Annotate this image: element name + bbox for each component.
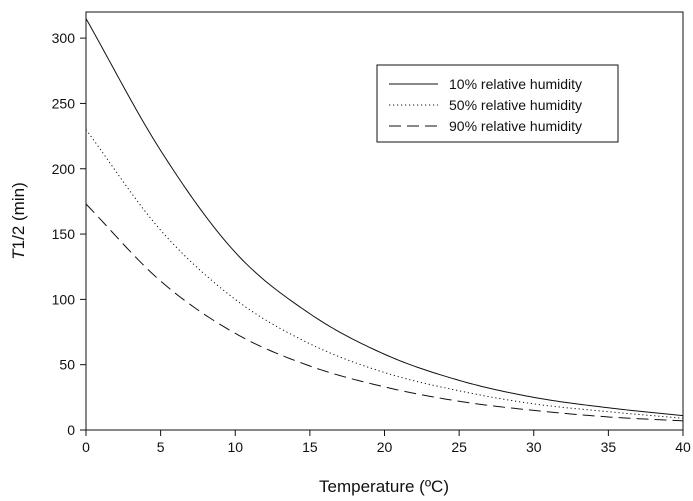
- series-lines: [85, 18, 684, 422]
- x-axis: 0 5 10 15 20 25 30 35 40: [82, 430, 691, 455]
- legend-label-2: 50% relative humidity: [449, 97, 582, 113]
- x-tick-label: 30: [526, 439, 542, 455]
- y-tick-label: 150: [52, 226, 76, 242]
- series-line-3: [85, 203, 684, 422]
- x-tick-label: 10: [227, 439, 243, 455]
- y-tick-label: 0: [67, 422, 75, 438]
- legend: 10% relative humidity 50% relative humidi…: [376, 64, 619, 143]
- legend-label-1: 10% relative humidity: [449, 76, 582, 92]
- legend-box: [376, 64, 619, 143]
- y-tick-label: 200: [52, 161, 76, 177]
- y-axis-label-italic: T: [9, 248, 28, 260]
- x-tick-label: 5: [157, 439, 165, 455]
- x-tick-label: 15: [302, 439, 318, 455]
- series-line-2: [85, 129, 684, 419]
- x-axis-label: Temperature (ºC): [319, 477, 449, 496]
- x-tick-label: 25: [451, 439, 467, 455]
- x-tick-label: 20: [377, 439, 393, 455]
- y-tick-label: 250: [52, 95, 76, 111]
- y-axis-label: T1/2 (min): [9, 182, 28, 259]
- x-tick-label: 0: [82, 439, 90, 455]
- y-tick-label: 100: [52, 291, 76, 307]
- series-line-1: [85, 18, 684, 417]
- y-axis: 0 50 100 150 200 250 300: [52, 30, 86, 438]
- y-axis-label-rest: 1/2 (min): [9, 182, 28, 249]
- x-tick-label: 40: [675, 439, 691, 455]
- x-tick-label: 35: [601, 439, 617, 455]
- y-tick-label: 50: [59, 357, 75, 373]
- y-tick-label: 300: [52, 30, 76, 46]
- legend-label-3: 90% relative humidity: [449, 118, 582, 134]
